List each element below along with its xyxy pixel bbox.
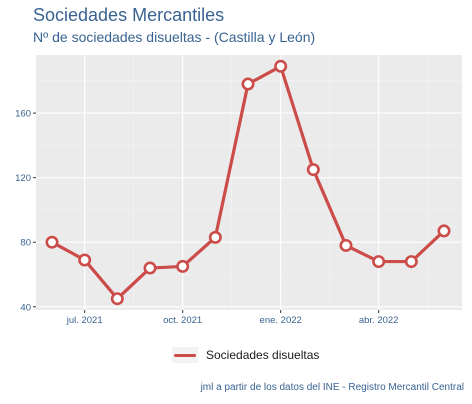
data-point [372,255,386,269]
data-point [143,261,157,275]
x-tick-label: jul. 2021 [66,315,103,326]
line-chart: 40 80 120 160 jul. 2021 oct. 2021 ene. 2022 abr… [15,55,462,326]
data-point [274,59,288,73]
data-point [45,235,59,249]
legend: Sociedades disueltas [172,347,319,363]
y-tick-label: 80 [20,238,31,249]
data-point [241,77,255,91]
y-tick-label: 40 [20,302,31,313]
y-tick-label: 120 [15,173,31,184]
x-tick-label: ene. 2022 [260,315,302,326]
y-tick-label: 160 [15,109,31,120]
data-point [404,255,418,269]
data-point [176,259,190,273]
data-point [437,224,451,238]
source-caption: jml a partir de los datos del INE - Regi… [200,382,464,393]
x-tick-label: oct. 2021 [163,315,202,326]
data-point [78,253,92,267]
legend-line-swatch [174,353,196,357]
data-point [306,163,320,177]
data-point [208,230,222,244]
chart-subtitle: Nº de sociedades disueltas - (Castilla y… [33,29,316,45]
data-point [110,292,124,306]
chart-title: Sociedades Mercantiles [33,5,225,25]
legend-key [172,347,198,363]
legend-label: Sociedades disueltas [206,348,320,362]
data-point [339,238,353,252]
plot-panel [36,55,462,310]
x-tick-label: abr. 2022 [359,315,399,326]
